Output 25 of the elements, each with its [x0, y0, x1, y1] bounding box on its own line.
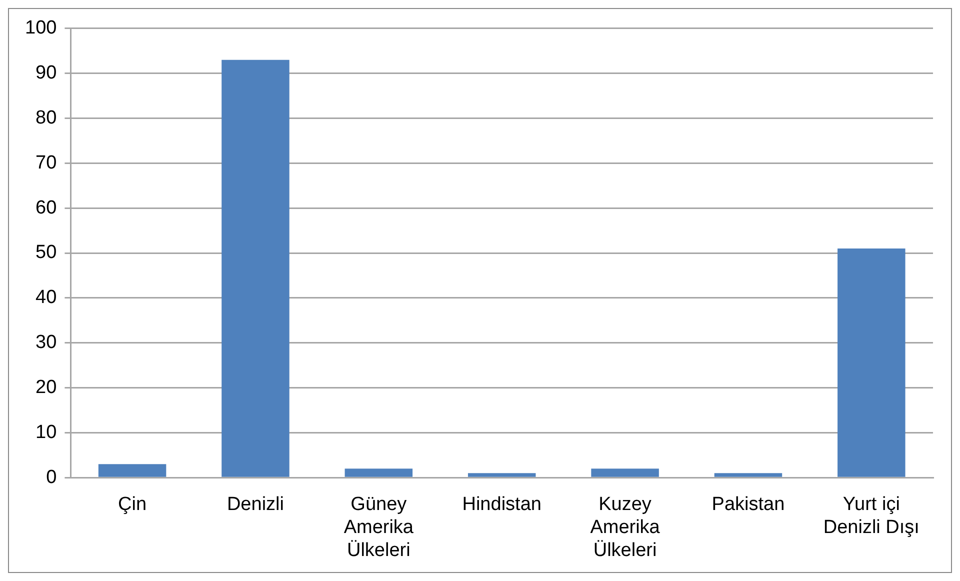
y-tick-label: 70	[36, 152, 57, 174]
y-tick-label: 100	[25, 18, 57, 39]
bar	[98, 464, 166, 477]
bar	[468, 473, 536, 477]
y-tick-label: 60	[36, 197, 57, 218]
y-tick-label: 10	[36, 422, 57, 443]
y-tick-label: 80	[36, 107, 57, 128]
bar	[222, 60, 290, 477]
x-tick-label: Yurt içi Denizli Dışı	[823, 494, 920, 538]
y-tick-label: 0	[46, 466, 57, 488]
y-tick-label: 20	[36, 376, 57, 398]
x-tick-label: Hindistan	[462, 494, 542, 516]
x-tick-label: Çin	[118, 494, 147, 516]
bar	[591, 468, 659, 477]
x-tick-label: Denizli	[226, 494, 284, 516]
x-tick-label: Pakistan	[712, 494, 785, 516]
y-tick-label: 40	[36, 287, 57, 308]
x-tick-label: Güney Amerika Ülkeleri	[344, 494, 414, 561]
bar	[344, 468, 413, 477]
y-tick-label: 50	[36, 242, 57, 264]
y-tick-label: 30	[36, 332, 57, 354]
bar	[838, 248, 906, 477]
x-tick-label: Kuzey Amerika Ülkeleri	[590, 494, 660, 561]
bar	[714, 473, 782, 477]
y-tick-label: 90	[36, 62, 57, 84]
